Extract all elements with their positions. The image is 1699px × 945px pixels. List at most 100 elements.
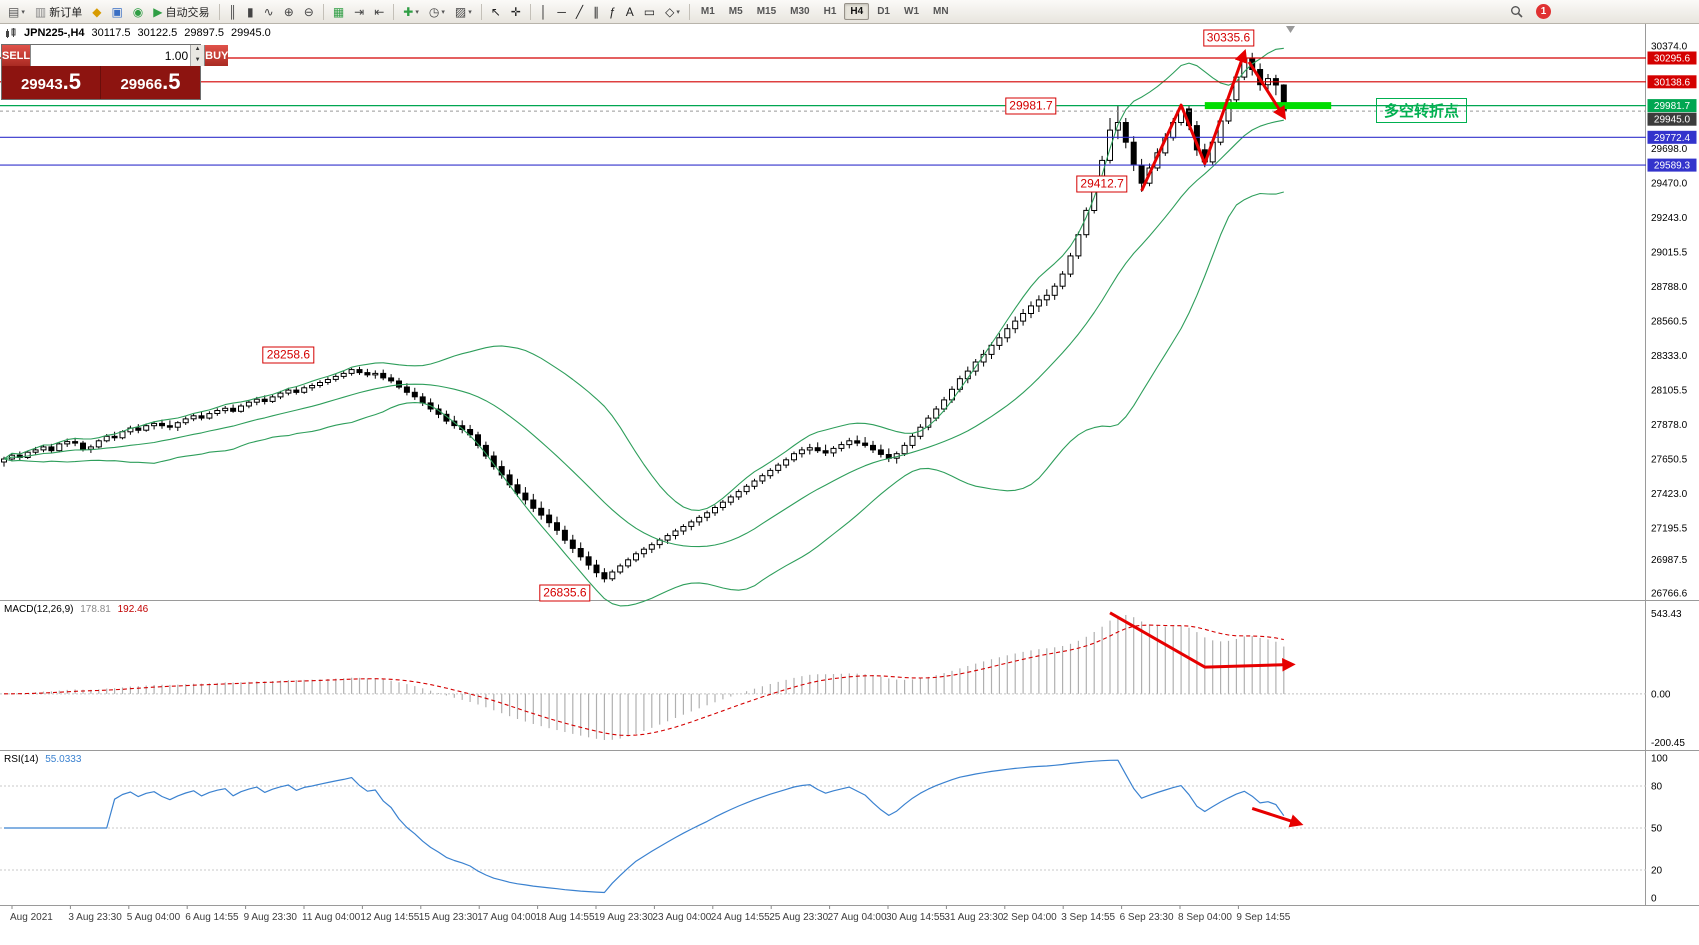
spin-down-icon[interactable]: ▼ [191,55,205,66]
svg-text:29698.0: 29698.0 [1651,144,1688,155]
svg-text:543.43: 543.43 [1651,609,1682,620]
new-order-button[interactable]: ▥ 新订单 [31,1,86,23]
svg-text:29772.4: 29772.4 [1654,133,1691,144]
svg-text:28333.0: 28333.0 [1651,351,1688,362]
one-click-trading-panel: SELL ▲▼ BUY 29943.5 29966.5 [1,44,229,100]
templates-icon: ▨ [454,4,467,19]
svg-text:26766.6: 26766.6 [1651,588,1688,599]
toolbar-separator [218,3,220,20]
time-axis[interactable]: Aug 2021 3 Aug 23:30 5 Aug 04:00 6 Aug 14:5… [10,906,1291,923]
shapes-icon[interactable]: ◇ ▾ [661,1,684,23]
svg-text:2 Sep 04:00: 2 Sep 04:00 [1003,912,1057,923]
toolbar-items: ▤ ▾ ▥ 新订单 ◆ ▣ ◉ ▶ 自动交易 ║ ▮ ∿ ⊕ ⊖ ▦ ⇥ ⇤ ✚ ▾ ◷ ▾ ▨ ▾ ↖ ✛ │ ─ ╱ ∥ ƒ A ▭ ◇ ▾ [3,1,694,23]
sell-button[interactable]: SELL [2,45,31,66]
svg-text:29470.0: 29470.0 [1651,179,1688,190]
crosshair-icon[interactable]: ✛ [507,1,525,23]
text-icon: A [625,4,634,19]
auto-scroll-icon: ⇥ [354,4,365,19]
price-callout: 30335.6 [1202,29,1255,47]
sell-price[interactable]: 29943.5 [2,66,101,99]
svg-text:29015.5: 29015.5 [1651,248,1688,259]
price-callout: 29412.7 [1076,175,1128,193]
crosshair-icon: ✛ [510,4,521,19]
timeframe-m30[interactable]: M30 [790,6,810,17]
chart-shift-marker [1286,26,1295,33]
buy-price[interactable]: 29966.5 [120,69,181,94]
zoom-in-icon[interactable]: ⊕ [280,1,298,23]
shapes-icon: ◇ [665,4,675,19]
tile-windows-icon[interactable]: ▦ [329,1,348,23]
timeframe-h4[interactable]: H4 [844,3,870,20]
bar-chart-icon[interactable]: ║ [225,1,242,23]
new-order-button: ▥ [34,4,47,19]
svg-text:0.00: 0.00 [1651,689,1671,700]
toolbar-right: 1 [1505,1,1551,23]
vertical-line-icon: │ [539,4,548,19]
svg-text:29243.0: 29243.0 [1651,213,1688,224]
auto-scroll-icon[interactable]: ⇥ [350,1,368,23]
timeframe-m1[interactable]: M1 [700,6,715,17]
horizontal-lines: 30295.6 30138.6 29981.7 29772.4 29589.3 [0,51,1697,172]
volume-stepper[interactable]: ▲ ▼ [190,45,205,66]
periods-icon[interactable]: ◷ ▾ [425,1,449,23]
chevron-down-icon: ▾ [676,8,680,16]
chart-shift-icon[interactable]: ⇤ [370,1,388,23]
horizontal-line-icon[interactable]: ─ [553,1,570,23]
svg-text:31 Aug 23:30: 31 Aug 23:30 [944,912,1003,923]
price-scale[interactable]: 30374.0 29698.0 29470.0 29243.0 29015.5 28788… [1651,42,1688,600]
timeframe-w1[interactable]: W1 [904,6,919,17]
volume-input[interactable] [31,45,191,66]
channel-icon[interactable]: ∥ [589,1,603,23]
svg-text:19 Aug 23:30: 19 Aug 23:30 [594,912,653,923]
trendline-icon: ╱ [575,4,584,19]
fibonacci-icon[interactable]: ƒ [605,1,620,23]
chart-window-button[interactable]: ▤ ▾ [4,1,29,23]
chevron-down-icon: ▾ [468,8,472,16]
buy-button[interactable]: BUY [205,45,229,66]
price-callout: 26835.6 [539,584,591,602]
trendline-icon[interactable]: ╱ [572,1,587,23]
periods-icon: ◷ [428,4,440,19]
svg-text:30 Aug 14:55: 30 Aug 14:55 [886,912,945,923]
timeframe-mn[interactable]: MN [933,6,949,17]
data-window-icon[interactable]: ▣ [107,1,126,23]
templates-icon[interactable]: ▨ ▾ [451,1,476,23]
timeframe-h1[interactable]: H1 [823,6,837,17]
svg-text:15 Aug 23:30: 15 Aug 23:30 [419,912,478,923]
indicators-icon[interactable]: ✚ ▾ [399,1,423,23]
svg-text:3 Sep 14:55: 3 Sep 14:55 [1061,912,1115,923]
candlestick-chart-icon[interactable]: ▮ [243,1,258,23]
macd-signal-value: 192.46 [117,604,149,615]
autotrading-button[interactable]: ▶ 自动交易 [149,1,213,23]
svg-text:9 Aug 23:30: 9 Aug 23:30 [244,912,298,923]
svg-text:50: 50 [1651,824,1663,835]
svg-text:23 Aug 04:00: 23 Aug 04:00 [652,912,711,923]
toolbar-separator [480,3,482,20]
symbol-header: JPN225-,H4 30117.5 30122.5 29897.5 29945… [5,27,271,39]
timeframe-m5[interactable]: M5 [728,6,743,17]
vertical-line-icon[interactable]: │ [536,1,552,23]
svg-text:27 Aug 04:00: 27 Aug 04:00 [828,912,887,923]
svg-text:17 Aug 04:00: 17 Aug 04:00 [477,912,536,923]
line-chart-icon[interactable]: ∿ [260,1,278,23]
spin-up-icon[interactable]: ▲ [191,45,205,56]
timeframe-d1[interactable]: D1 [877,6,890,17]
data-window-icon: ▣ [111,4,123,19]
search-icon[interactable] [1506,1,1527,23]
svg-text:30138.6: 30138.6 [1654,77,1691,88]
timeframe-m15[interactable]: M15 [756,6,777,17]
macd-title: MACD(12,26,9) [4,604,74,615]
cursor-icon[interactable]: ↖ [487,1,505,23]
navigator-icon[interactable]: ◉ [129,1,147,23]
label-icon[interactable]: ▭ [640,1,659,23]
market-watch-icon[interactable]: ◆ [88,1,105,23]
fibonacci-icon: ƒ [609,4,616,19]
rsi-panel: 100 80 50 20 0 [0,754,1668,905]
chart-shift-icon: ⇤ [374,4,385,19]
notification-badge[interactable]: 1 [1536,4,1551,19]
zoom-out-icon[interactable]: ⊖ [300,1,318,23]
text-icon[interactable]: A [622,1,638,23]
svg-text:27878.0: 27878.0 [1651,420,1688,431]
